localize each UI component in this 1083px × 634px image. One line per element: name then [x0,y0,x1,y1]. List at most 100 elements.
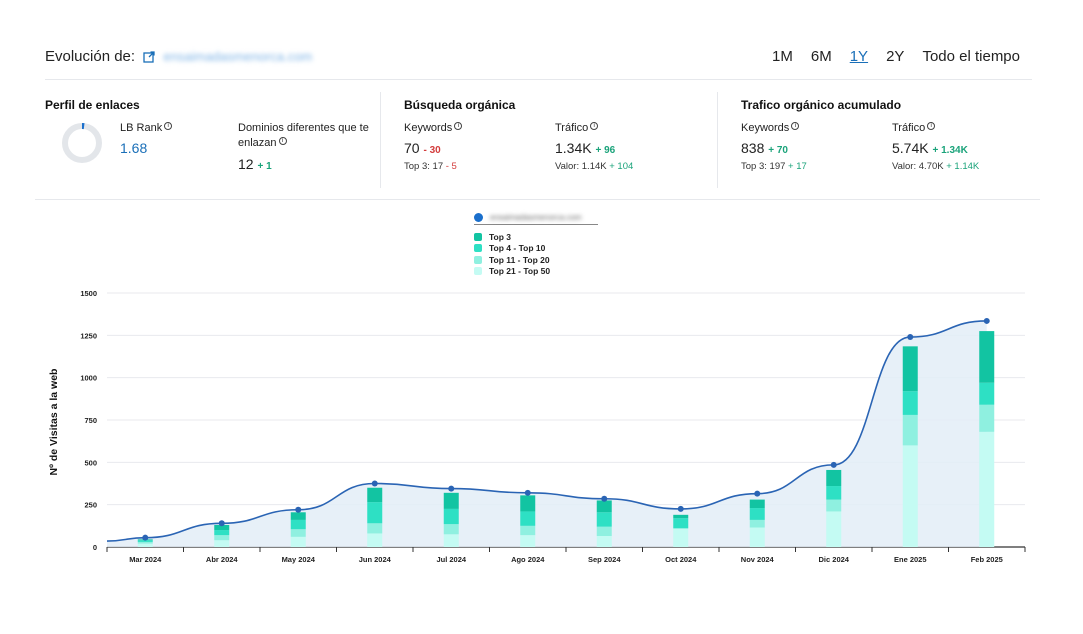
period-6m[interactable]: 6M [810,48,832,65]
organic-top3-delta: - 5 [445,161,457,172]
organic-traffic-value: 1.34K + 96 [555,140,615,156]
bar-segment [367,502,383,524]
domains-number: 12 [238,156,254,172]
x-tick-label: Dic 2024 [819,555,850,564]
x-tick-label: Ago 2024 [511,555,545,564]
bar-segment [214,535,230,541]
x-axis: Mar 2024 Abr 2024 May 2024 Jun 2024 Jul 2024… [106,547,1026,564]
organic-value: Valor: 1.14K + 104 [555,161,633,172]
data-point [142,534,149,541]
legend-top11-20[interactable]: Top 11 - Top 20 [474,254,598,266]
x-tick-label: Sep 2024 [588,555,621,564]
organic-value-label: Valor: [555,161,580,172]
bar-segment [902,414,918,446]
y-tick-label: 500 [84,458,97,467]
data-point [448,485,455,492]
bar-segment [290,519,306,530]
legend-top3-label: Top 3 [489,231,512,242]
legend-top3[interactable]: Top 3 [474,231,598,243]
legend-site[interactable]: ensaimadasmenorca.com [474,211,598,225]
bar-segment [596,535,612,547]
domains-label-line1: Dominios diferentes que te [238,122,369,134]
x-tick-label: Nov 2024 [741,555,775,564]
bar-segment [673,518,689,529]
bar-segment [826,499,842,512]
info-icon[interactable]: i [791,122,800,130]
accumulated-keywords-delta: + 70 [768,145,788,156]
organic-traffic-label-text: Tráfico [555,122,589,134]
accumulated-value: Valor: 4.70K + 1.14K [892,161,979,172]
external-link-icon[interactable] [143,51,155,63]
legend-site-label: ensaimadasmenorca.com [490,213,582,222]
organic-traffic-number: 1.34K [555,140,592,156]
organic-top3-value: 17 [432,161,444,172]
accumulated-keywords-number: 838 [741,140,765,156]
accumulated-value-label: Valor: [892,161,917,172]
legend-top21-50-swatch [474,267,482,276]
period-selector: 1M 6M 1Y 2Y Todo el tiempo [772,48,1020,65]
evolution-title-label: Evolución de: [45,48,136,65]
data-point [218,520,225,527]
evolution-header: Evolución de: ensaimadasmenorca.com 1M 6… [45,46,1020,68]
bar-segment [443,524,459,535]
data-point [295,506,302,513]
data-point [983,317,990,324]
domains-label: Dominios diferentes que te enlazan i [238,121,369,151]
bar-segment [137,541,153,544]
chart-bars [137,331,995,547]
organic-traffic-delta: + 96 [595,145,616,156]
bar-segment [367,533,383,547]
accumulated-traffic-label-text: Tráfico [892,122,926,134]
organic-top3-label: Top 3: [404,161,430,172]
data-point [371,480,378,487]
bar-segment [749,508,765,520]
accumulated-value-delta: + 1.14K [946,161,980,172]
organic-value-delta: + 104 [609,161,634,172]
period-all-time[interactable]: Todo el tiempo [922,48,1020,65]
legend-top3-swatch [474,232,482,241]
bar-segment [290,529,306,537]
y-tick-label: 1000 [80,374,97,383]
organic-keywords-label-text: Keywords [404,122,453,134]
data-point [601,495,608,502]
x-tick-label: Mar 2024 [129,555,162,564]
data-point [677,505,684,512]
bar-segment [367,487,383,503]
lb-rank-label: LB Rank i [120,121,173,136]
info-icon[interactable]: i [278,137,287,145]
bar-segment [214,524,230,531]
accumulated-keywords-label: Keywords i [741,121,800,136]
organic-top3: Top 3: 17 - 5 [404,161,457,172]
bar-segment [443,508,459,525]
divider [717,92,718,188]
info-icon[interactable]: i [927,122,936,130]
info-icon[interactable]: i [590,122,599,130]
organic-keywords-number: 70 [404,140,420,156]
x-tick-label: Feb 2025 [971,555,1003,564]
legend-top4-10-swatch [474,244,482,253]
bar-segment [290,536,306,547]
domains-delta: + 1 [257,161,272,172]
accumulated-traffic-label: Tráfico i [892,121,936,136]
period-1y[interactable]: 1Y [849,48,869,65]
bar-segment [902,391,918,415]
legend-top4-10[interactable]: Top 4 - Top 10 [474,243,598,255]
info-icon[interactable]: i [164,122,173,130]
bar-segment [673,528,689,547]
legend-top11-20-swatch [474,255,482,264]
accumulated-traffic-delta: + 1.34K [932,145,968,156]
legend-top21-50-label: Top 21 - Top 50 [489,266,551,277]
organic-keywords-label: Keywords i [404,121,463,136]
legend-top21-50[interactable]: Top 21 - Top 50 [474,266,598,278]
bar-segment [137,543,153,547]
x-tick-label: Oct 2024 [665,555,697,564]
period-1m[interactable]: 1M [772,48,793,65]
x-tick-label: Abr 2024 [206,555,239,564]
bar-segment [902,346,918,392]
domain-link[interactable]: ensaimadasmenorca.com [163,49,313,64]
x-tick-label: Jun 2024 [359,555,392,564]
info-icon[interactable]: i [454,122,463,130]
accumulated-top3: Top 3: 197 + 17 [741,161,807,172]
bar-segment [979,404,995,432]
period-2y[interactable]: 2Y [886,48,905,65]
